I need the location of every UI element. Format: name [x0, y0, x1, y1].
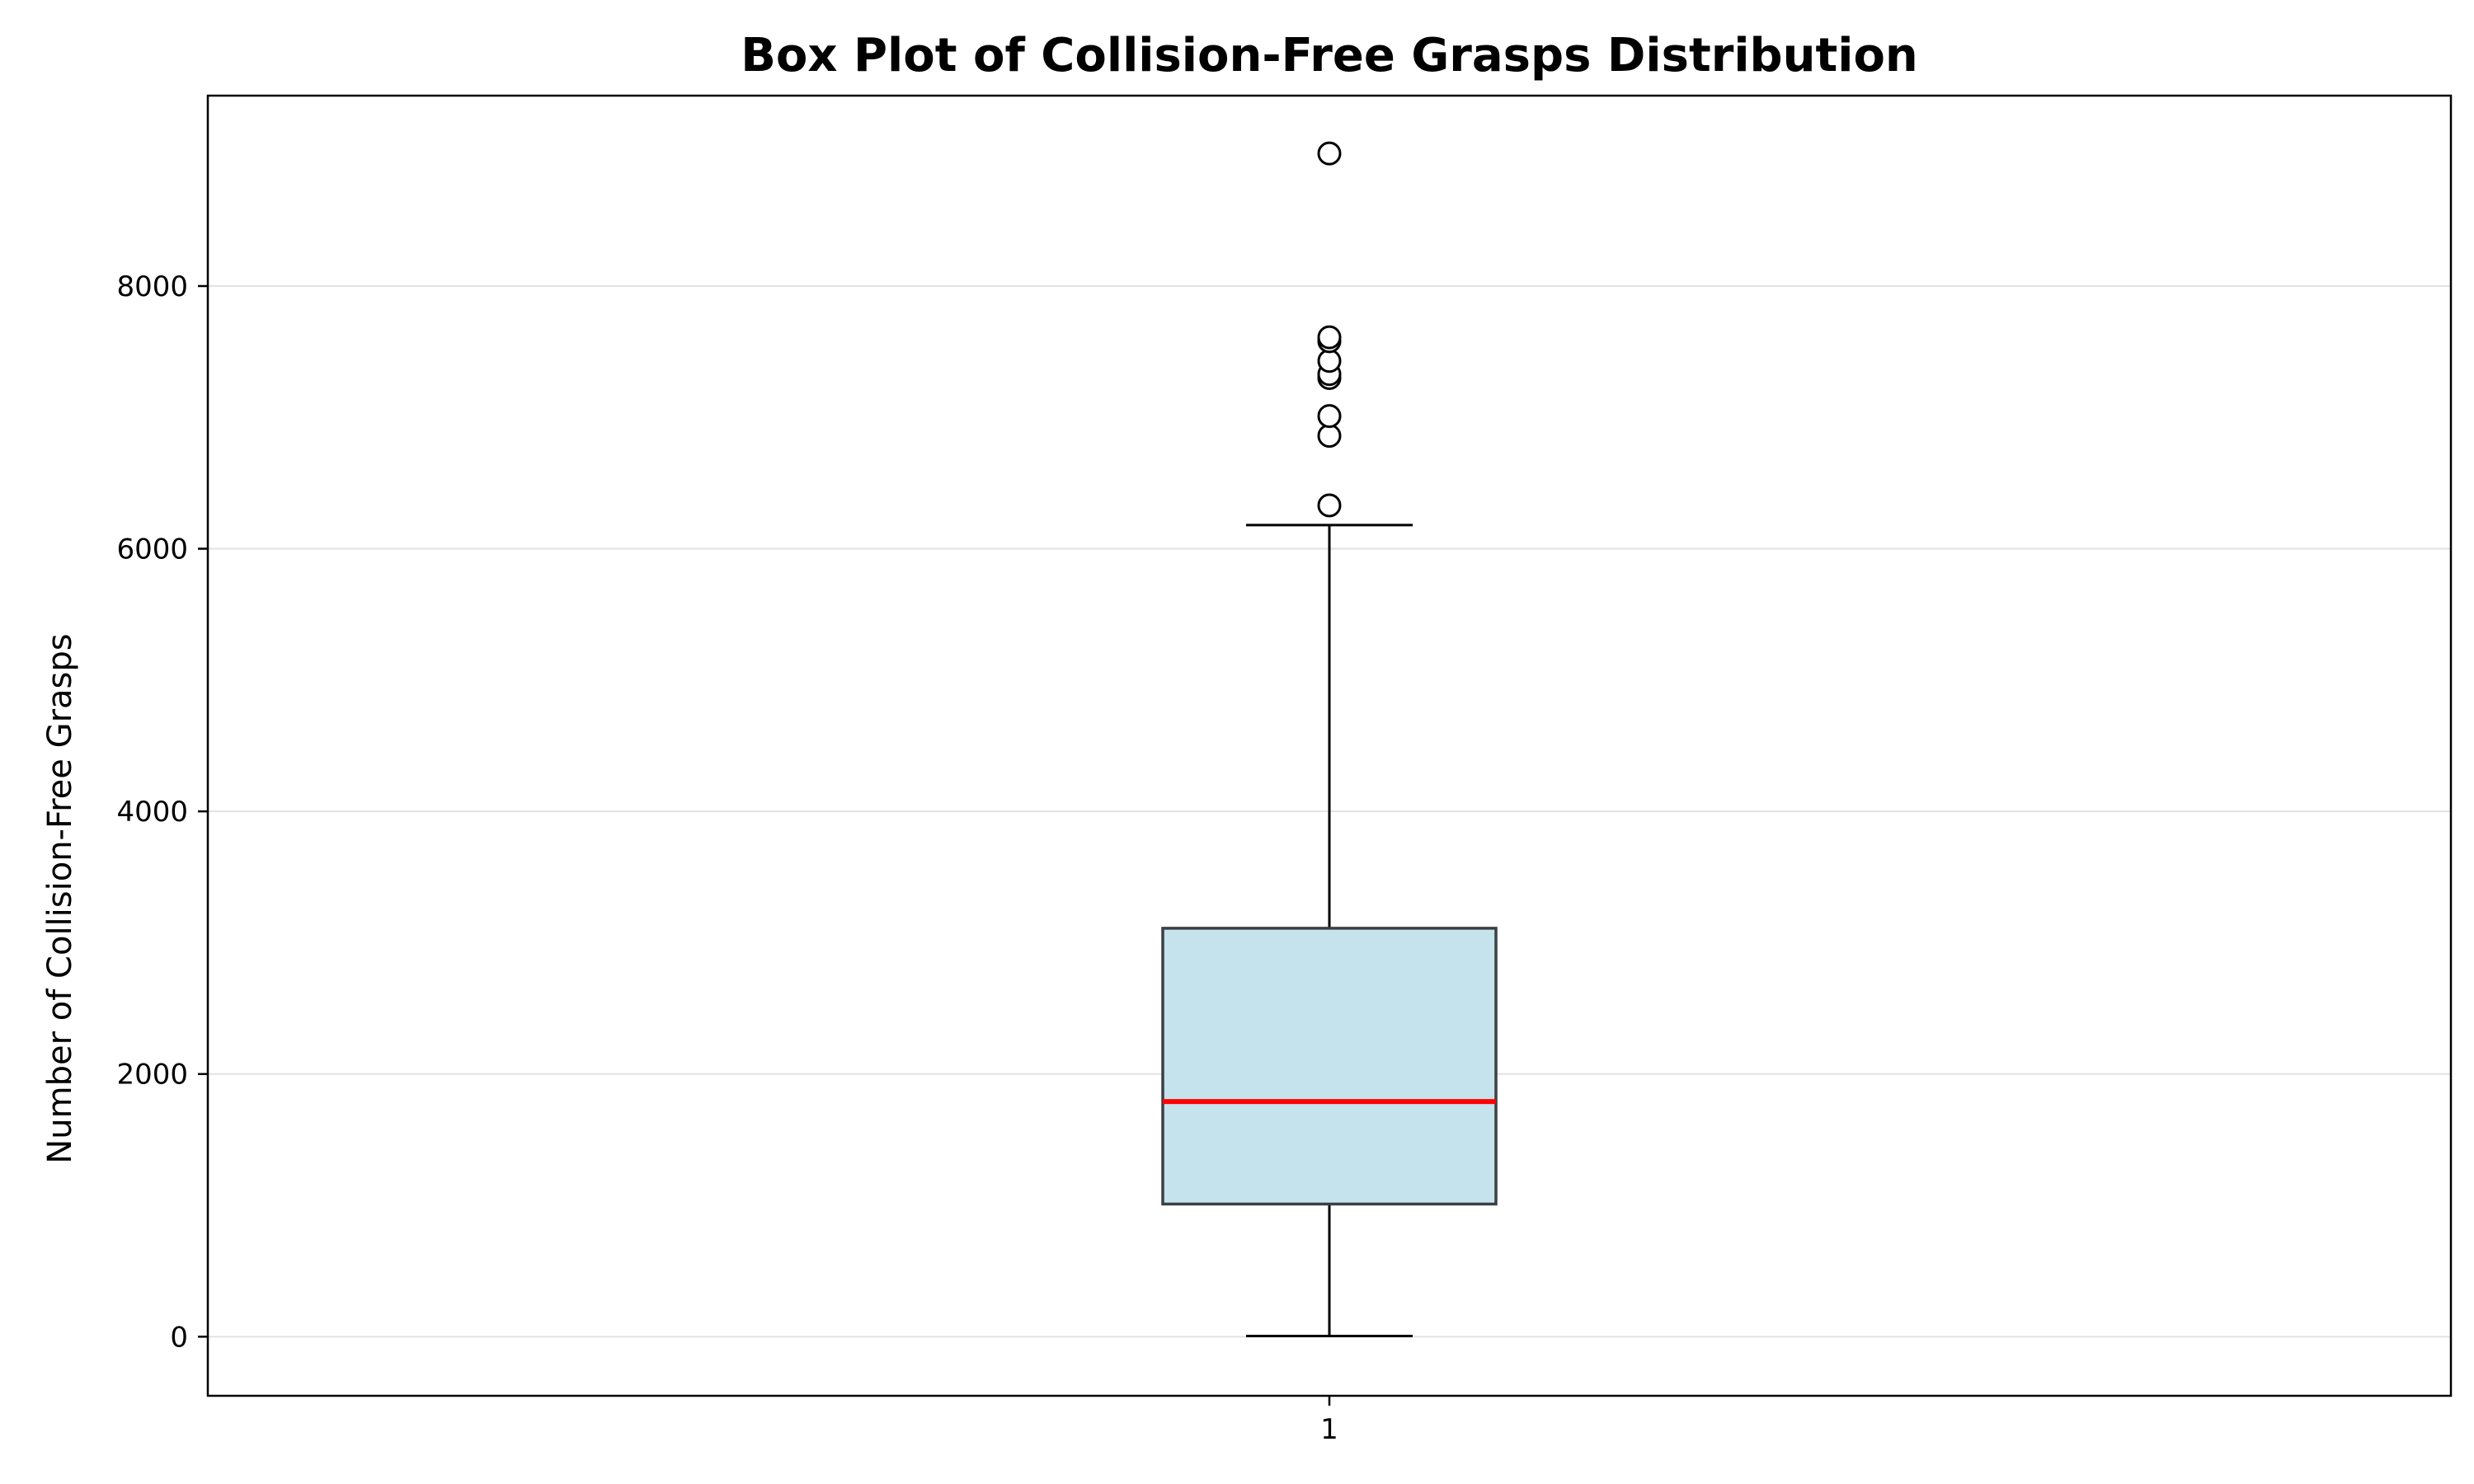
y-tick-label: 8000	[116, 270, 188, 303]
outlier-point	[1317, 325, 1342, 350]
y-tick-label: 0	[170, 1321, 188, 1354]
box-group	[1161, 524, 1498, 1338]
outlier-point	[1317, 141, 1342, 166]
plot-area-frame	[206, 94, 2453, 1397]
chart-title: Box Plot of Collision-Free Grasps Distri…	[741, 29, 1918, 82]
interquartile-box	[1161, 927, 1498, 1206]
outlier-point	[1317, 404, 1342, 429]
x-axis-ticks: 1	[1320, 1396, 1338, 1446]
outlier-point	[1317, 349, 1342, 373]
y-axis-label: Number of Collision-Free Grasps	[41, 633, 79, 1163]
outlier-points	[1317, 141, 1342, 518]
y-axis-ticks: 0 2000 4000 6000 8000	[116, 270, 208, 1354]
y-tick-label: 6000	[116, 533, 188, 566]
x-tick-label: 1	[1320, 1413, 1338, 1446]
y-tick-label: 2000	[116, 1059, 188, 1092]
outlier-point	[1317, 493, 1342, 518]
outlier-point	[1317, 424, 1342, 448]
y-tick-label: 4000	[116, 796, 188, 829]
